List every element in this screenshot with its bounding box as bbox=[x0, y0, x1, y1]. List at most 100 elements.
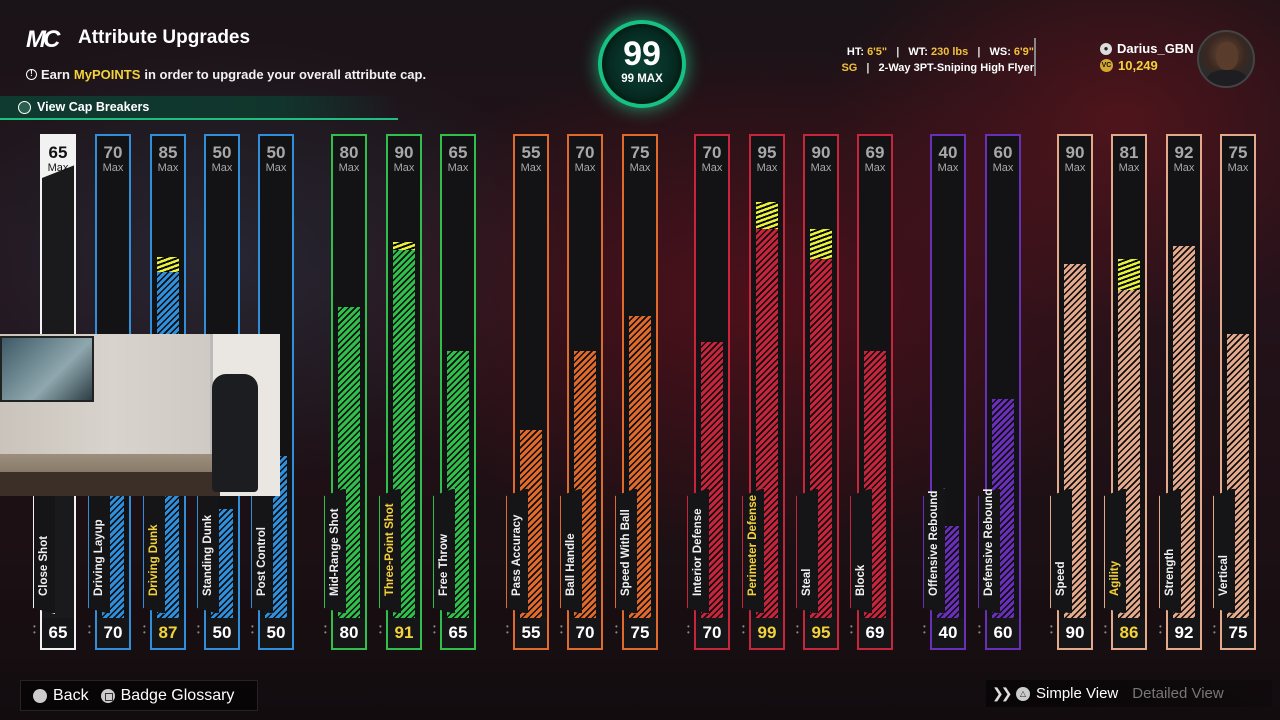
attribute-current-value: 75 bbox=[624, 618, 656, 648]
attribute-name: Ball Handle bbox=[560, 488, 582, 608]
attribute-current-value: 91 bbox=[388, 618, 420, 648]
attribute-name: Speed With Ball bbox=[615, 488, 637, 608]
attribute-max-value: 40 bbox=[938, 143, 958, 162]
attribute-max-value: 50 bbox=[266, 143, 286, 162]
wingspan-label: WS: bbox=[989, 46, 1011, 58]
attribute-current-value: 87 bbox=[152, 618, 184, 648]
attribute-max-label: Max bbox=[47, 162, 69, 174]
attribute-max-value: 70 bbox=[575, 143, 595, 162]
player-name: Darius_GBN bbox=[1117, 41, 1194, 56]
attribute-name-text: Pass Accuracy bbox=[511, 514, 523, 596]
circle-button-icon bbox=[33, 688, 47, 703]
back-label: Back bbox=[53, 686, 89, 704]
view-cap-breakers-button[interactable]: View Cap Breakers bbox=[0, 96, 398, 120]
attribute-name-text: Mid-Range Shot bbox=[329, 508, 341, 596]
attribute-name: Pass Accuracy bbox=[506, 488, 528, 608]
subtitle-suffix: in order to upgrade your overall attribu… bbox=[144, 67, 427, 82]
attribute-bar-mid-range-shot[interactable]: 80 Max Mid-Range Shot • • 80 bbox=[324, 134, 367, 650]
attribute-dots-icon: • • bbox=[615, 622, 618, 637]
attribute-dots-icon: • • bbox=[251, 622, 254, 637]
badge-glossary-button[interactable]: Badge Glossary bbox=[100, 686, 235, 705]
attribute-bar-block[interactable]: 69 Max Block • • 69 bbox=[850, 134, 893, 650]
attribute-dots-icon: • • bbox=[1159, 622, 1162, 637]
attribute-bar-ball-handle[interactable]: 70 Max Ball Handle • • 70 bbox=[560, 134, 603, 650]
attribute-max-value: 90 bbox=[394, 143, 414, 162]
attribute-name-text: Vertical bbox=[1218, 555, 1230, 596]
attribute-bar-perimeter-defense[interactable]: 95 Max Perimeter Defense • • 99 bbox=[742, 134, 785, 650]
attribute-bar-free-throw[interactable]: 65 Max Free Throw • • 65 bbox=[433, 134, 476, 650]
simple-view-tab[interactable]: Simple View bbox=[1036, 685, 1119, 702]
webcam-desk bbox=[0, 472, 220, 496]
attribute-max-value: 95 bbox=[757, 143, 777, 162]
attribute-max-label: Max bbox=[265, 162, 287, 174]
attribute-bar-steal[interactable]: 90 Max Steal • • 95 bbox=[796, 134, 839, 650]
attribute-name: Offensive Rebound bbox=[923, 488, 945, 608]
attribute-current-value: 86 bbox=[1113, 618, 1145, 648]
attribute-current-value: 90 bbox=[1059, 618, 1091, 648]
attribute-bar-strength[interactable]: 92 Max Strength • • 92 bbox=[1159, 134, 1202, 650]
attribute-max-label: Max bbox=[1064, 162, 1086, 174]
attribute-dots-icon: • • bbox=[1050, 622, 1053, 637]
attribute-current-value: 55 bbox=[515, 618, 547, 648]
attribute-max-value: 69 bbox=[865, 143, 885, 162]
archetype-value: 2-Way 3PT-Sniping High Flyer bbox=[878, 62, 1034, 74]
attribute-current-value: 50 bbox=[260, 618, 292, 648]
attribute-dots-icon: • • bbox=[433, 622, 436, 637]
attribute-current-value: 50 bbox=[206, 618, 238, 648]
attribute-bar-speed-with-ball[interactable]: 75 Max Speed With Ball • • 75 bbox=[615, 134, 658, 650]
attribute-bar-pass-accuracy[interactable]: 55 Max Pass Accuracy • • 55 bbox=[506, 134, 549, 650]
attribute-dots-icon: • • bbox=[923, 622, 926, 637]
attribute-name-text: Three-Point Shot bbox=[384, 503, 396, 596]
divider bbox=[1034, 38, 1036, 76]
attribute-current-value: 75 bbox=[1222, 618, 1254, 648]
wingspan-value: 6'9" bbox=[1013, 46, 1034, 58]
attribute-name: Three-Point Shot bbox=[379, 488, 401, 608]
attribute-name-text: Strength bbox=[1164, 548, 1176, 596]
attribute-cap-boost bbox=[1118, 259, 1140, 290]
double-chevron-icon: ❯❯ bbox=[992, 685, 1012, 701]
attribute-cap-boost bbox=[756, 202, 778, 229]
attribute-max-label: Max bbox=[810, 162, 832, 174]
attribute-current-value: 92 bbox=[1168, 618, 1200, 648]
attribute-max-label: Max bbox=[574, 162, 596, 174]
attribute-bar-offensive-rebound[interactable]: 40 Max Offensive Rebound • • 40 bbox=[923, 134, 966, 650]
attribute-name-text: Block bbox=[855, 564, 867, 596]
attribute-dots-icon: • • bbox=[796, 622, 799, 637]
attribute-name-text: Post Control bbox=[256, 527, 268, 596]
attribute-dots-icon: • • bbox=[1213, 622, 1216, 637]
attribute-bar-vertical[interactable]: 75 Max Vertical • • 75 bbox=[1213, 134, 1256, 650]
vc-coin-icon: VC bbox=[1100, 59, 1113, 72]
attribute-max-value: 75 bbox=[1228, 143, 1248, 162]
attribute-max-label: Max bbox=[1227, 162, 1249, 174]
attribute-name-text: Speed With Ball bbox=[620, 509, 632, 596]
attribute-name: Strength bbox=[1159, 488, 1181, 608]
attribute-cap-boost bbox=[157, 257, 179, 273]
attribute-name-text: Steal bbox=[801, 568, 813, 597]
page-subtitle: ! Earn MyPOINTS in order to upgrade your… bbox=[26, 67, 426, 82]
attribute-name: Interior Defense bbox=[687, 488, 709, 608]
attribute-max-label: Max bbox=[864, 162, 886, 174]
attribute-bar-speed[interactable]: 90 Max Speed • • 90 bbox=[1050, 134, 1093, 650]
attribute-name: Speed bbox=[1050, 488, 1072, 608]
attribute-dots-icon: • • bbox=[379, 622, 382, 637]
attribute-current-value: 40 bbox=[932, 618, 964, 648]
player-physicals: HT: 6'5" | WT: 230 lbs | WS: 6'9" SG | 2… bbox=[841, 44, 1034, 76]
attribute-max-label: Max bbox=[629, 162, 651, 174]
attribute-dots-icon: • • bbox=[978, 622, 981, 637]
triangle-button-icon: △ bbox=[1016, 686, 1030, 701]
attribute-bar-defensive-rebound[interactable]: 60 Max Defensive Rebound • • 60 bbox=[978, 134, 1021, 650]
attribute-max-value: 90 bbox=[811, 143, 831, 162]
badge-glossary-label: Badge Glossary bbox=[120, 686, 235, 704]
attribute-bar-three-point-shot[interactable]: 90 Max Three-Point Shot • • 91 bbox=[379, 134, 422, 650]
height-label: HT: bbox=[846, 46, 864, 58]
attribute-name-text: Speed bbox=[1055, 561, 1067, 596]
weight-label: WT: bbox=[908, 46, 928, 58]
detailed-view-tab[interactable]: Detailed View bbox=[1132, 685, 1224, 702]
mycareer-logo: MC bbox=[26, 26, 60, 53]
attribute-bar-interior-defense[interactable]: 70 Max Interior Defense • • 70 bbox=[687, 134, 730, 650]
attribute-name: Agility bbox=[1104, 488, 1126, 608]
attribute-bar-agility[interactable]: 81 Max Agility • • 86 bbox=[1104, 134, 1147, 650]
attribute-name-text: Interior Defense bbox=[692, 508, 704, 596]
back-button[interactable]: Back bbox=[33, 687, 89, 705]
attribute-current-value: 65 bbox=[42, 618, 74, 648]
